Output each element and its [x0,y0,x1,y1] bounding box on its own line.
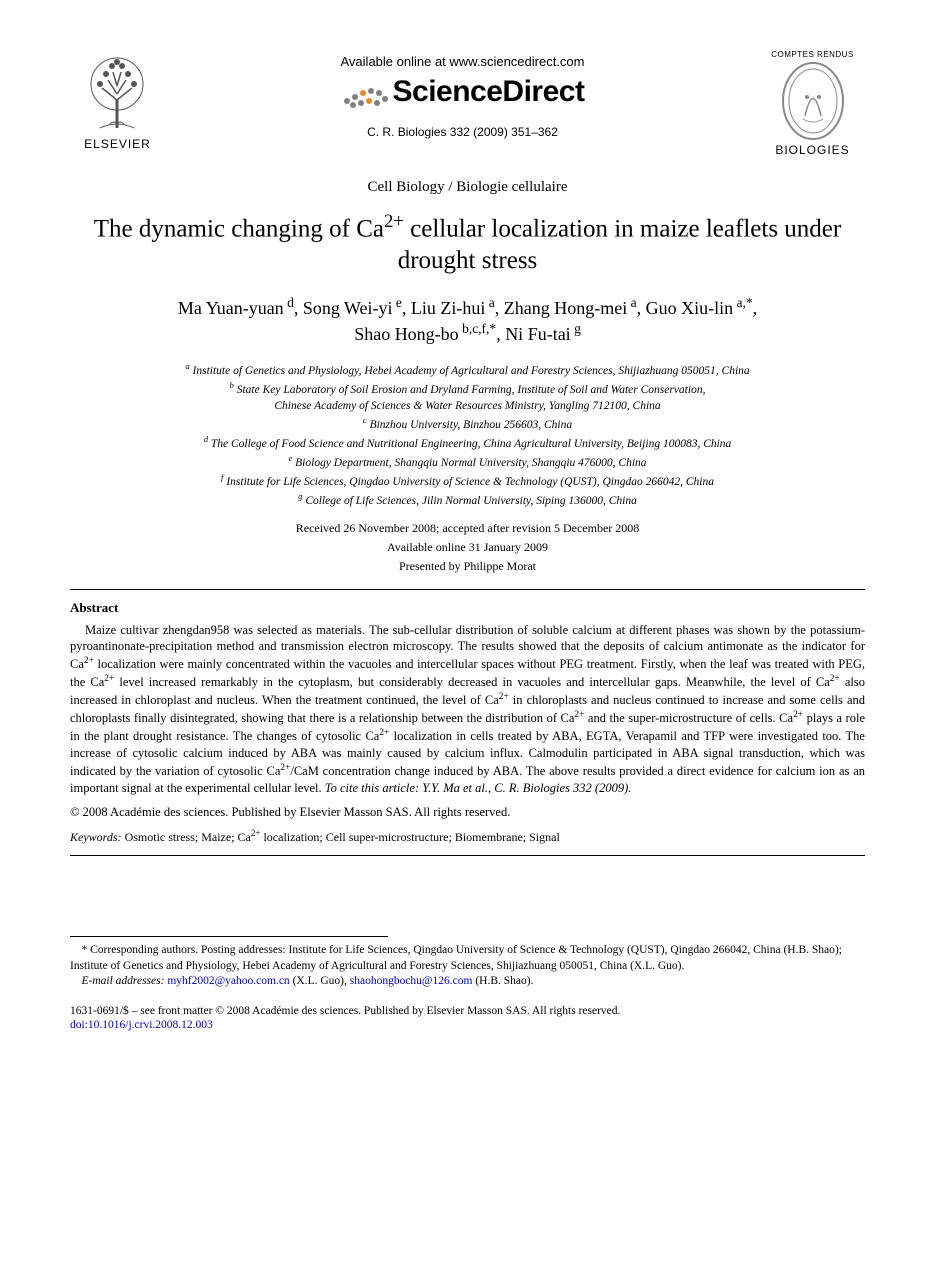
comptes-rendus-seal-icon [777,61,849,141]
email-link-2[interactable]: shaohongbochu@126.com [350,975,473,987]
date-received: Received 26 November 2008; accepted afte… [70,519,865,538]
email-who-2: (H.B. Shao). [472,975,533,987]
affiliation-list: a Institute of Genetics and Physiology, … [70,360,865,509]
email-label: E-mail addresses: [82,975,165,987]
author-list: Ma Yuan-yuan d, Song Wei-yi e, Liu Zi-hu… [70,294,865,347]
list-item: f Institute for Life Sciences, Qingdao U… [70,471,865,490]
elsevier-logo-block: ELSEVIER [70,50,165,151]
sciencedirect-wordmark: ScienceDirect [393,75,585,109]
rule-bottom [70,855,865,856]
doi-link[interactable]: doi:10.1016/j.crvi.2008.12.003 [70,1019,213,1031]
page: ELSEVIER Available online at www.science… [0,0,935,1071]
list-item: c Binzhou University, Binzhou 256603, Ch… [70,414,865,433]
list-item: a Institute of Genetics and Physiology, … [70,360,865,379]
comptes-rendus-block: COMPTES RENDUS BIOLOGIES [760,50,865,157]
article-dates: Received 26 November 2008; accepted afte… [70,519,865,577]
elsevier-tree-icon [80,50,155,135]
sciencedirect-logo: ScienceDirect [165,75,760,111]
elsevier-label: ELSEVIER [70,137,165,151]
article-title: The dynamic changing of Ca2+ cellular lo… [70,210,865,276]
keywords-label: Keywords: [70,830,122,844]
list-item: g College of Life Sciences, Jilin Normal… [70,490,865,509]
abstract-body: Maize cultivar zhengdan958 was selected … [70,622,865,798]
center-header: Available online at www.sciencedirect.co… [165,50,760,139]
header-row: ELSEVIER Available online at www.science… [70,50,865,157]
list-item: b State Key Laboratory of Soil Erosion a… [70,379,865,414]
keywords: Keywords: Osmotic stress; Maize; Ca2+ lo… [70,828,865,845]
comptes-rendus-bottom-label: BIOLOGIES [760,143,865,157]
sciencedirect-dots-icon [341,83,389,111]
front-matter-line: 1631-0691/$ – see front matter © 2008 Ac… [70,1004,865,1020]
abstract-heading: Abstract [70,600,865,616]
footnote-rule-section [70,936,388,943]
corresponding-author-note: * Corresponding authors. Posting address… [70,943,865,974]
list-item: d The College of Food Science and Nutrit… [70,433,865,452]
date-online: Available online 31 January 2009 [70,538,865,557]
email-addresses: E-mail addresses: myhf2002@yahoo.com.cn … [70,974,865,990]
comptes-rendus-top-label: COMPTES RENDUS [760,50,865,59]
available-online-text: Available online at www.sciencedirect.co… [165,54,760,69]
abstract-copyright: © 2008 Académie des sciences. Published … [70,805,865,820]
email-who-1: (X.L. Guo), [290,975,350,987]
section-label: Cell Biology / Biologie cellulaire [70,179,865,196]
footnotes: * Corresponding authors. Posting address… [70,943,865,990]
email-link-1[interactable]: myhf2002@yahoo.com.cn [167,975,289,987]
list-item: e Biology Department, Shangqiu Normal Un… [70,452,865,471]
rule-top [70,589,865,590]
journal-reference: C. R. Biologies 332 (2009) 351–362 [165,125,760,139]
keywords-list: Osmotic stress; Maize; Ca2+ localization… [125,830,560,844]
date-presented: Presented by Philippe Morat [70,557,865,576]
doi-line: doi:10.1016/j.crvi.2008.12.003 [70,1019,865,1031]
